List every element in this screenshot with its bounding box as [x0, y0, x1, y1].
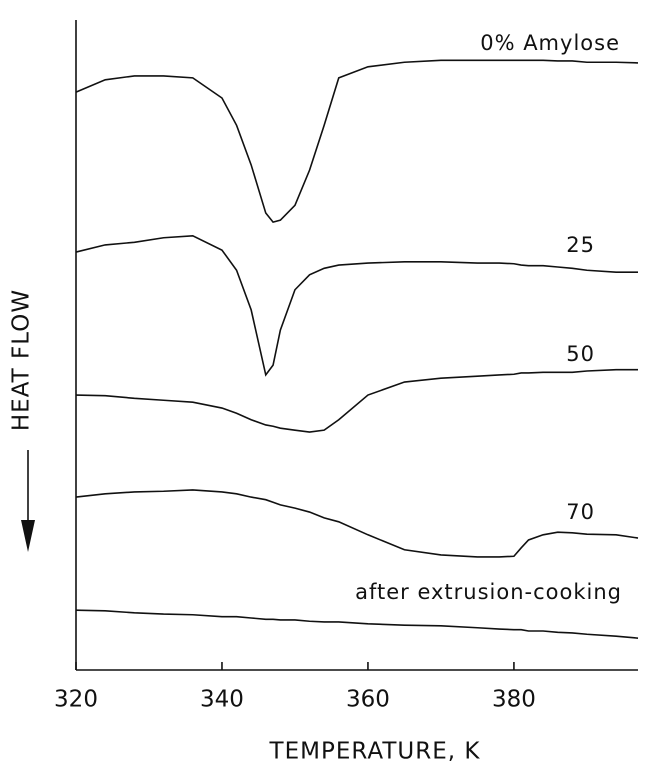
x-tick-label: 380 [492, 687, 536, 713]
series-label: 0% Amylose [480, 31, 620, 55]
x-tick-label: 340 [200, 687, 244, 713]
y-axis-arrow-head [21, 520, 35, 552]
heat-flow-curve [75, 609, 639, 639]
heat-flow-curve [75, 368, 638, 433]
y-axis-title: HEAT FLOW [9, 289, 35, 431]
x-tick-label: 320 [54, 687, 98, 713]
heat-flow-curve [75, 59, 639, 224]
heat-flow-curve [75, 489, 639, 558]
x-tick-label: 360 [346, 687, 390, 713]
x-axis-title: TEMPERATURE, K [269, 739, 481, 765]
series-label: 25 [566, 233, 595, 257]
series-label: 70 [566, 500, 595, 524]
heat-flow-curve [75, 234, 638, 377]
series-label: 50 [566, 342, 595, 366]
series-label: after extrusion-cooking [355, 580, 622, 604]
